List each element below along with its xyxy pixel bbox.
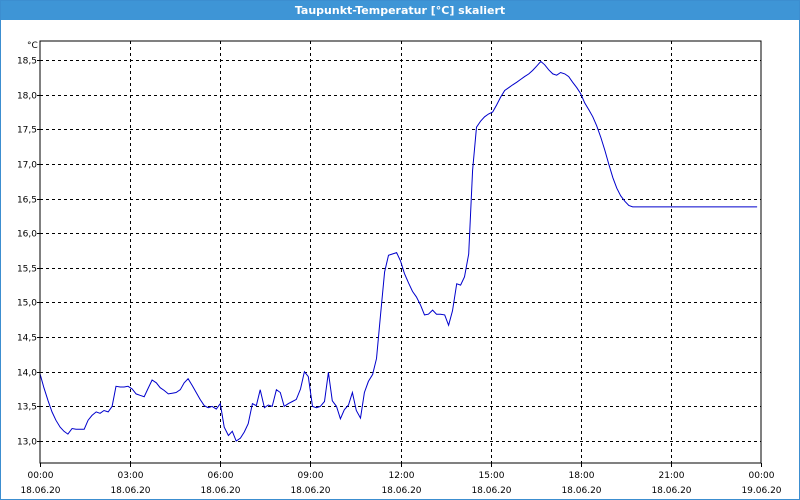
y-tick-label: 14,5 [17, 334, 37, 344]
x-tick-date-label: 19.06.20 [741, 486, 781, 496]
y-tick-label: 16,0 [17, 230, 37, 240]
window-title: Taupunkt-Temperatur [°C] skaliert [1, 1, 799, 20]
x-tick-date-label: 18.06.20 [471, 486, 511, 496]
x-tick-date-label: 18.06.20 [381, 486, 421, 496]
y-tick-label: 14,0 [17, 369, 37, 379]
x-tick-time-label: 21:00 [659, 471, 685, 481]
x-tick-time-label: 00:00 [28, 471, 54, 481]
y-axis-ticks: 18,5 18,0 17,5 17,0 16,5 16,0 15,5 15,0 14,5 14,0… [17, 57, 37, 448]
x-tick-time-label: 00:00 [749, 471, 775, 481]
x-tick-time-label: 12:00 [389, 471, 415, 481]
plot-area-frame [39, 40, 762, 464]
x-tick-time-label: 18:00 [569, 471, 595, 481]
y-tick-label: 17,0 [17, 161, 37, 171]
x-axis-ticks: 00:00 18.06.20 03:00 18.06.20 06:00 18.06.20 0… [20, 471, 781, 496]
y-tick-label: 13,0 [17, 438, 37, 448]
y-tick-label: 13,5 [17, 403, 37, 413]
y-tick-label: 16,5 [17, 196, 37, 206]
x-tick-time-label: 03:00 [118, 471, 144, 481]
x-tick-date-label: 18.06.20 [20, 486, 60, 496]
y-tick-label: 18,0 [17, 92, 37, 102]
series-line-dewpoint [39, 60, 758, 442]
x-tick-time-label: 09:00 [298, 471, 324, 481]
y-axis-unit-label: °C [27, 41, 38, 51]
x-tick-date-label: 18.06.20 [290, 486, 330, 496]
x-tick-date-label: 18.06.20 [561, 486, 601, 496]
x-tick-date-label: 18.06.20 [200, 486, 240, 496]
y-tick-label: 18,5 [17, 57, 37, 67]
x-tick-date-label: 18.06.20 [651, 486, 691, 496]
y-tick-label: 17,5 [17, 126, 37, 136]
x-tick-time-label: 15:00 [479, 471, 505, 481]
x-tick-date-label: 18.06.20 [110, 486, 150, 496]
grid [37, 41, 762, 467]
x-tick-time-label: 06:00 [208, 471, 234, 481]
y-tick-label: 15,0 [17, 299, 37, 309]
y-tick-label: 15,5 [17, 265, 37, 275]
